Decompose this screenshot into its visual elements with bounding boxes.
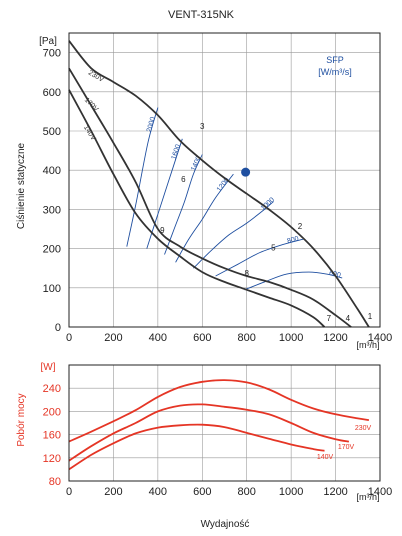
y-tick-label: 200 <box>43 244 61 256</box>
series-line-140V <box>68 423 325 471</box>
x-tick-label: 1200 <box>323 486 347 498</box>
sfp-label: 1400 <box>190 155 203 172</box>
series-label: 140V <box>317 454 334 461</box>
point-label: 3 <box>200 122 205 131</box>
sfp-curve-1200 <box>175 173 234 263</box>
power-axis-label: Pobór mocy <box>16 393 27 446</box>
y-tick-label: 700 <box>43 48 61 60</box>
x-tick-label: 800 <box>238 486 256 498</box>
x-tick-label: 200 <box>104 332 122 344</box>
x-tick-label: 0 <box>66 486 72 498</box>
y-tick-label: 240 <box>43 383 61 395</box>
series-label: 170V <box>338 444 355 451</box>
x-tick-label: 1000 <box>279 486 303 498</box>
sfp-curve-1400 <box>164 154 203 255</box>
point-label: 4 <box>346 314 351 323</box>
sfp-legend-title: SFP <box>326 55 344 65</box>
x-tick-label: 400 <box>149 332 167 344</box>
power-unit-label: [W] <box>41 362 56 373</box>
x-tick-label: 200 <box>104 486 122 498</box>
series-label: 170V <box>83 97 100 114</box>
y-tick-label: 200 <box>43 406 61 418</box>
sfp-curve-800 <box>215 238 305 277</box>
pressure-tick-labels: 0 200 400 600 800 1000 1200 1400 0 100 200 300 400 50… <box>43 48 393 344</box>
x-tick-label: 1400 <box>368 486 392 498</box>
x-tick-label: 1000 <box>279 332 303 344</box>
sfp-curve-1000 <box>193 201 274 269</box>
flow-unit-label-top: [m³/h] <box>356 340 379 350</box>
x-tick-label: 1200 <box>323 332 347 344</box>
sfp-curve-2000 <box>126 107 159 247</box>
x-tick-label: 1400 <box>368 332 392 344</box>
y-tick-label: 0 <box>55 322 61 334</box>
power-curves: 230V 170V 140V <box>68 379 372 471</box>
pressure-curves: 230V 170V 140V <box>68 40 370 328</box>
flow-unit-label-bottom: [m³/h] <box>356 492 379 502</box>
point-label: 2 <box>298 222 303 231</box>
pressure-grid <box>68 33 381 328</box>
y-tick-label: 500 <box>43 126 61 138</box>
chart-title: VENT-315NK <box>168 9 235 21</box>
operating-point-marker <box>241 167 251 177</box>
sfp-label: 1600 <box>171 143 182 160</box>
sfp-label: 800 <box>286 235 299 245</box>
operating-point-labels: 1 2 3 4 5 6 7 8 9 <box>160 122 373 323</box>
series-line-140V <box>68 89 326 328</box>
x-tick-label: 400 <box>149 486 167 498</box>
y-tick-label: 100 <box>43 283 61 295</box>
y-tick-label: 80 <box>49 476 61 488</box>
point-label: 8 <box>244 269 249 278</box>
series-line-230V <box>68 379 370 443</box>
point-label: 6 <box>181 175 186 184</box>
pressure-axis-label: Ciśnienie statyczne <box>16 142 27 229</box>
sfp-curve-1600 <box>146 138 183 249</box>
x-tick-label: 800 <box>238 332 256 344</box>
x-tick-label: 600 <box>193 486 211 498</box>
y-tick-label: 600 <box>43 87 61 99</box>
pressure-plot-frame <box>68 32 381 328</box>
power-tick-labels: 0 200 400 600 800 1000 1200 1400 80 120 160 200 240 <box>43 383 393 498</box>
series-line-230V <box>68 40 370 328</box>
y-tick-label: 160 <box>43 430 61 442</box>
sfp-legend-unit: [W/m³/s] <box>318 67 352 77</box>
flow-axis-label: Wydajność <box>201 519 250 530</box>
series-label: 230V <box>87 70 105 84</box>
power-grid <box>68 365 381 482</box>
y-tick-label: 120 <box>43 453 61 465</box>
point-label: 1 <box>368 312 373 321</box>
series-line-170V <box>68 403 350 462</box>
series-line-170V <box>68 67 352 328</box>
pressure-unit-label: [Pa] <box>39 36 57 47</box>
sfp-curve-600 <box>244 271 343 291</box>
point-label: 7 <box>327 314 332 323</box>
series-label: 140V <box>82 124 97 142</box>
sfp-label: 2000 <box>146 116 157 133</box>
point-label: 5 <box>271 244 276 253</box>
x-tick-label: 0 <box>66 332 72 344</box>
power-plot-frame <box>68 364 381 482</box>
sfp-label: 1200 <box>216 177 231 194</box>
series-label: 230V <box>355 425 372 432</box>
y-tick-label: 400 <box>43 165 61 177</box>
x-tick-label: 600 <box>193 332 211 344</box>
point-label: 9 <box>160 226 165 235</box>
y-tick-label: 300 <box>43 204 61 216</box>
